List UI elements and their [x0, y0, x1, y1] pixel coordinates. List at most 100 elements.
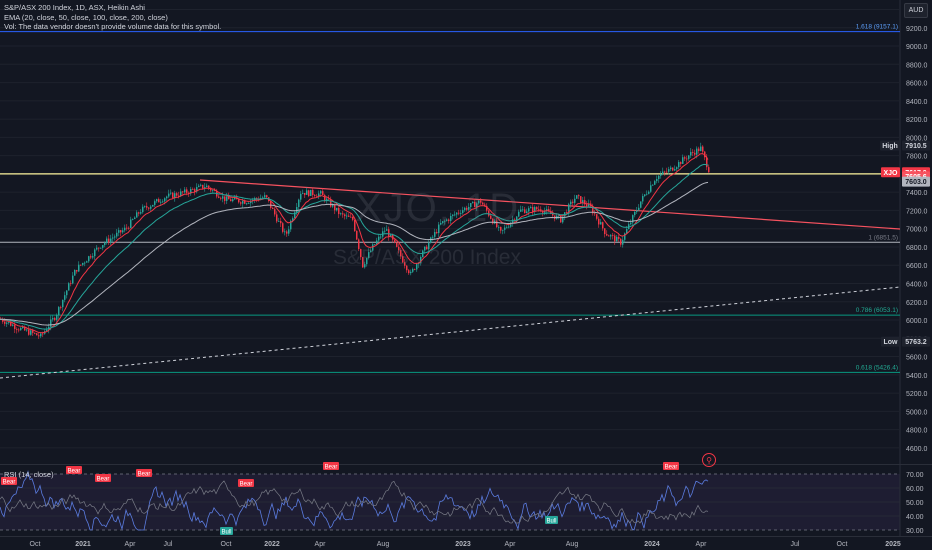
- candle-body: [522, 209, 524, 211]
- candle-body: [618, 236, 620, 239]
- candle-body: [640, 201, 642, 208]
- bear-signal-label: Bear: [240, 482, 253, 488]
- candle-body: [634, 211, 636, 216]
- candle-body: [150, 206, 152, 209]
- candle-body: [100, 247, 102, 249]
- candle-body: [232, 199, 234, 202]
- price-tick-label: 6400.0: [906, 281, 928, 288]
- rsi-tick-label: 30.00: [906, 528, 924, 535]
- candle-body: [280, 220, 282, 224]
- candle-body: [10, 322, 12, 326]
- candle-body: [312, 189, 314, 196]
- candle-body: [536, 207, 538, 210]
- candle-body: [220, 197, 222, 199]
- candle-body: [112, 237, 114, 239]
- candle-body: [52, 318, 54, 320]
- candle-body: [114, 236, 116, 238]
- candle-body: [450, 215, 452, 221]
- candle-body: [672, 167, 674, 171]
- candle-body: [596, 214, 598, 219]
- candle-body: [378, 236, 380, 241]
- candle-body: [276, 214, 278, 222]
- low-price-label: 5763.2: [905, 339, 927, 346]
- candle-body: [462, 210, 464, 213]
- candle-body: [520, 209, 522, 212]
- candle-body: [324, 195, 326, 201]
- candle-body: [570, 201, 572, 205]
- candle-body: [424, 246, 426, 251]
- candle-body: [320, 191, 322, 194]
- candle-body: [326, 198, 328, 201]
- alert-icon[interactable]: ⚲: [702, 453, 716, 467]
- candle-body: [474, 201, 476, 208]
- candle-body: [94, 249, 96, 257]
- candle-body: [508, 226, 510, 228]
- price-tick-label: 8200.0: [906, 117, 928, 124]
- candle-body: [544, 210, 546, 213]
- ema-200-line: [0, 181, 709, 326]
- candle-body: [316, 195, 318, 197]
- bear-signal-label: Bear: [325, 465, 338, 471]
- candle-body: [2, 319, 4, 322]
- rsi-tick-label: 60.00: [906, 486, 924, 493]
- candle-body: [38, 335, 40, 337]
- rising-trendline: [0, 286, 901, 379]
- candle-body: [318, 193, 320, 197]
- legend-ema[interactable]: EMA (20, close, 50, close, 100, close, 2…: [4, 12, 168, 22]
- candle-body: [18, 329, 20, 331]
- candle-body: [490, 215, 492, 219]
- candle-body: [140, 212, 142, 214]
- candle-body: [148, 207, 150, 209]
- candle-body: [598, 218, 600, 225]
- candle-body: [174, 193, 176, 198]
- bear-signal-label: Bear: [665, 465, 678, 471]
- chart-legend: S&P/ASX 200 Index, 1D, ASX, Heikin Ashi …: [4, 3, 221, 32]
- candle-body: [518, 211, 520, 217]
- candle-body: [90, 256, 92, 258]
- candle-body: [126, 227, 128, 229]
- candle-body: [514, 219, 516, 221]
- rsi-title[interactable]: RSI (14, close): [4, 470, 54, 479]
- candle-body: [374, 244, 376, 246]
- candle-body: [284, 231, 286, 233]
- candle-body: [348, 215, 350, 217]
- candle-body: [58, 307, 60, 315]
- candle-body: [388, 229, 390, 237]
- candle-body: [546, 209, 548, 211]
- candle-body: [208, 185, 210, 189]
- legend-symbol[interactable]: S&P/ASX 200 Index, 1D, ASX, Heikin Ashi: [4, 3, 145, 12]
- bear-signal-bg: [238, 479, 254, 487]
- candle-body: [4, 321, 6, 324]
- candle-body: [304, 193, 306, 195]
- candle-body: [246, 203, 248, 205]
- candle-body: [332, 204, 334, 207]
- candle-body: [478, 200, 480, 204]
- candle-body: [214, 190, 216, 191]
- candle-body: [154, 201, 156, 205]
- candle-body: [182, 191, 184, 193]
- candle-body: [534, 207, 536, 212]
- currency-badge[interactable]: AUD: [904, 3, 928, 18]
- candle-body: [400, 250, 402, 257]
- candle-body: [242, 200, 244, 204]
- price-tick-label: 7000.0: [906, 227, 928, 234]
- candle-body: [24, 326, 26, 331]
- candle-body: [506, 227, 508, 229]
- rsi-ma-line: [0, 480, 709, 524]
- legend-volume[interactable]: Vol: The data vendor doesn't provide vol…: [4, 22, 222, 31]
- candle-body: [8, 322, 10, 323]
- candle-body: [656, 179, 658, 182]
- candle-body: [36, 333, 38, 336]
- candle-body: [190, 189, 192, 194]
- price-tick-label: 4800.0: [906, 428, 928, 435]
- candle-body: [160, 201, 162, 203]
- candle-body: [28, 329, 30, 335]
- price-tick-label: 5200.0: [906, 391, 928, 398]
- candle-body: [328, 198, 330, 200]
- candle-body: [532, 207, 534, 212]
- candle-body: [62, 299, 64, 308]
- price-tick-label: 9200.0: [906, 26, 928, 33]
- candle-body: [40, 333, 42, 337]
- candle-body: [60, 307, 62, 308]
